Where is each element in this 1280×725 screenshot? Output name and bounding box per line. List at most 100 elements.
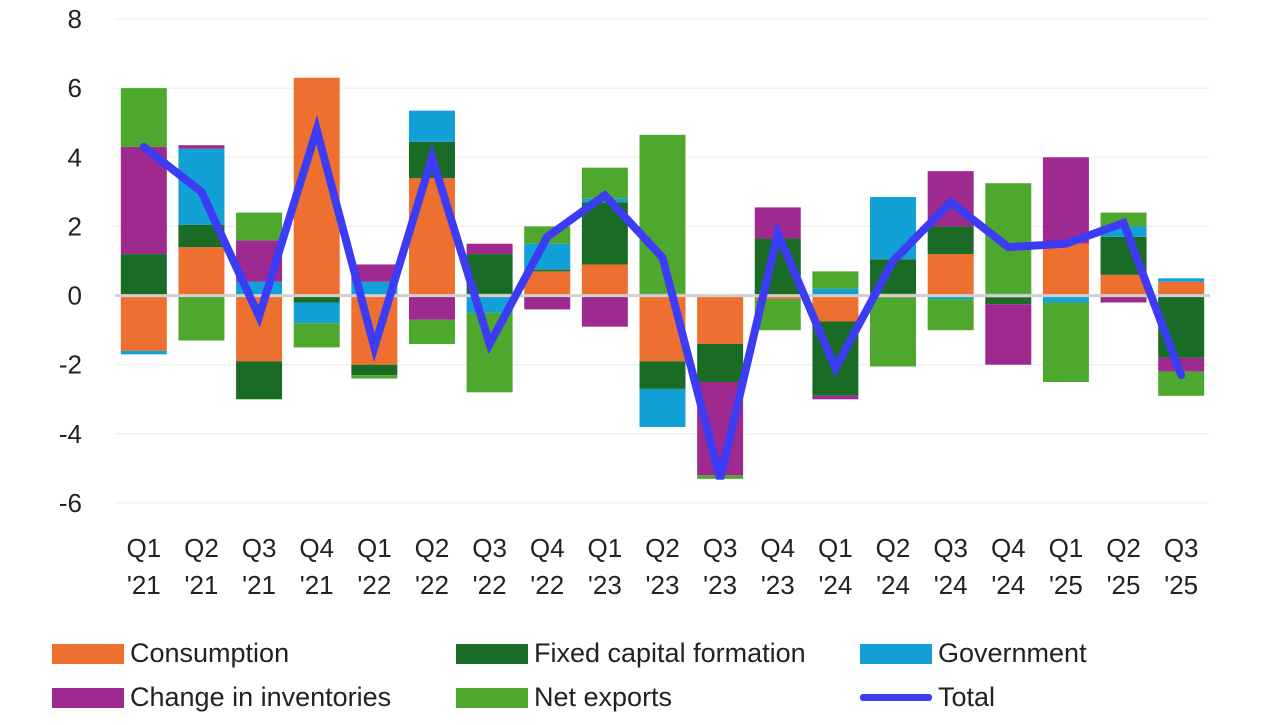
bar-segment-change-in-inventories — [524, 295, 571, 310]
x-tick-quarter: Q1 — [588, 533, 623, 563]
x-axis-ticks: Q1 '21 Q2 '21 Q3 '21 Q4 '21 Q1 '22 Q2 '22 Q3 '22 Q4 '22… — [126, 533, 1198, 600]
bar-segment-fixed-capital-formation — [985, 297, 1032, 305]
bar-segment-government — [639, 388, 686, 427]
x-tick-year: '22 — [415, 570, 449, 600]
bar-segment-consumption — [1100, 274, 1147, 296]
x-tick-year: '24 — [876, 570, 910, 600]
bar-segment-consumption — [754, 295, 801, 300]
x-tick-year: '22 — [473, 570, 507, 600]
bar-segment-net-exports — [1042, 302, 1089, 382]
bar-segment-consumption — [1158, 281, 1205, 296]
x-tick-year: '24 — [991, 570, 1025, 600]
x-tick-year: '25 — [1049, 570, 1083, 600]
bar-segment-change-in-inventories — [985, 304, 1032, 365]
bar-segment-change-in-inventories — [1100, 295, 1147, 303]
bar-segment-government — [927, 295, 974, 300]
bar-segment-net-exports — [236, 212, 283, 241]
x-tick-year: '23 — [703, 570, 737, 600]
x-tick-year: '25 — [1107, 570, 1141, 600]
x-tick-quarter: Q4 — [760, 533, 795, 563]
bar-segment-fixed-capital-formation — [927, 226, 974, 255]
x-tick-year: '23 — [646, 570, 680, 600]
total-line — [139, 115, 1186, 480]
bar-segment-consumption — [120, 295, 167, 351]
x-tick-quarter: Q1 — [818, 533, 853, 563]
bar-segment-government — [1158, 278, 1205, 282]
bar-segment-net-exports — [120, 88, 167, 147]
y-tick-label: 0 — [68, 281, 82, 311]
bar-segment-consumption — [927, 254, 974, 296]
bar-segment-net-exports — [351, 375, 398, 379]
bar-segment-change-in-inventories — [581, 295, 628, 327]
bar-segment-net-exports — [466, 312, 513, 393]
bar-segment-consumption — [408, 178, 455, 296]
bar-segment-change-in-inventories — [812, 395, 859, 400]
bar-segment-net-exports — [870, 297, 917, 367]
bar-segment-fixed-capital-formation — [639, 361, 686, 389]
y-axis-ticks: -6 -4 -2 0 2 4 6 8 — [59, 4, 82, 518]
bar-segment-fixed-capital-formation — [293, 295, 340, 303]
bar-segment-government — [408, 110, 455, 142]
bar-segment-government — [812, 288, 859, 296]
bar-segment-change-in-inventories — [408, 295, 455, 320]
x-tick-year: '21 — [300, 570, 334, 600]
bar-segment-consumption — [581, 264, 628, 296]
bar-segment-fixed-capital-formation — [178, 224, 225, 248]
bar-segment-fixed-capital-formation — [120, 254, 167, 296]
x-tick-year: '21 — [127, 570, 161, 600]
y-tick-label: 4 — [68, 142, 82, 172]
bar-segment-fixed-capital-formation — [236, 361, 283, 400]
y-tick-label: 6 — [68, 73, 82, 103]
bar-segment-change-in-inventories — [120, 146, 167, 255]
x-tick-quarter: Q1 — [126, 533, 161, 563]
x-tick-quarter: Q3 — [703, 533, 738, 563]
y-tick-label: -4 — [59, 419, 82, 449]
x-tick-quarter: Q4 — [530, 533, 565, 563]
bar-segment-consumption — [1042, 243, 1089, 296]
x-tick-year: '25 — [1164, 570, 1198, 600]
x-tick-quarter: Q3 — [472, 533, 507, 563]
bar-segment-net-exports — [927, 299, 974, 331]
bar-segment-change-in-inventories — [1042, 157, 1089, 244]
x-tick-quarter: Q3 — [933, 533, 968, 563]
x-tick-year: '22 — [530, 570, 564, 600]
y-tick-label: -2 — [59, 350, 82, 380]
bar-segment-net-exports — [812, 271, 859, 289]
bar-segment-consumption — [812, 295, 859, 322]
bar-segment-change-in-inventories — [351, 264, 398, 282]
x-tick-quarter: Q1 — [357, 533, 392, 563]
x-tick-year: '22 — [357, 570, 391, 600]
x-tick-year: '23 — [761, 570, 795, 600]
x-tick-year: '21 — [185, 570, 219, 600]
bar-segment-change-in-inventories — [466, 243, 513, 255]
x-tick-quarter: Q2 — [645, 533, 680, 563]
x-tick-quarter: Q4 — [299, 533, 334, 563]
total-line-path — [139, 115, 1186, 480]
bar-segment-government — [1042, 295, 1089, 303]
y-tick-label: -6 — [59, 488, 82, 518]
bar-segment-consumption — [697, 295, 744, 344]
y-tick-label: 8 — [68, 4, 82, 34]
bar-segment-net-exports — [408, 319, 455, 344]
bar-segment-fixed-capital-formation — [697, 343, 744, 382]
x-tick-quarter: Q3 — [242, 533, 277, 563]
bar-segment-change-in-inventories — [178, 145, 225, 149]
x-tick-year: '23 — [588, 570, 622, 600]
x-tick-quarter: Q1 — [1049, 533, 1084, 563]
bar-segment-net-exports — [178, 295, 225, 341]
x-tick-quarter: Q2 — [1106, 533, 1141, 563]
bar-segment-government — [120, 350, 167, 355]
bar-segment-consumption — [178, 247, 225, 296]
x-tick-quarter: Q4 — [991, 533, 1026, 563]
bars — [120, 77, 1205, 479]
bar-segment-fixed-capital-formation — [351, 364, 398, 376]
x-tick-year: '24 — [934, 570, 968, 600]
x-tick-year: '24 — [818, 570, 852, 600]
x-tick-quarter: Q3 — [1164, 533, 1199, 563]
x-tick-quarter: Q2 — [876, 533, 911, 563]
bar-segment-consumption — [524, 271, 571, 296]
bar-segment-net-exports — [293, 323, 340, 348]
y-tick-label: 2 — [68, 211, 82, 241]
x-tick-year: '21 — [242, 570, 276, 600]
